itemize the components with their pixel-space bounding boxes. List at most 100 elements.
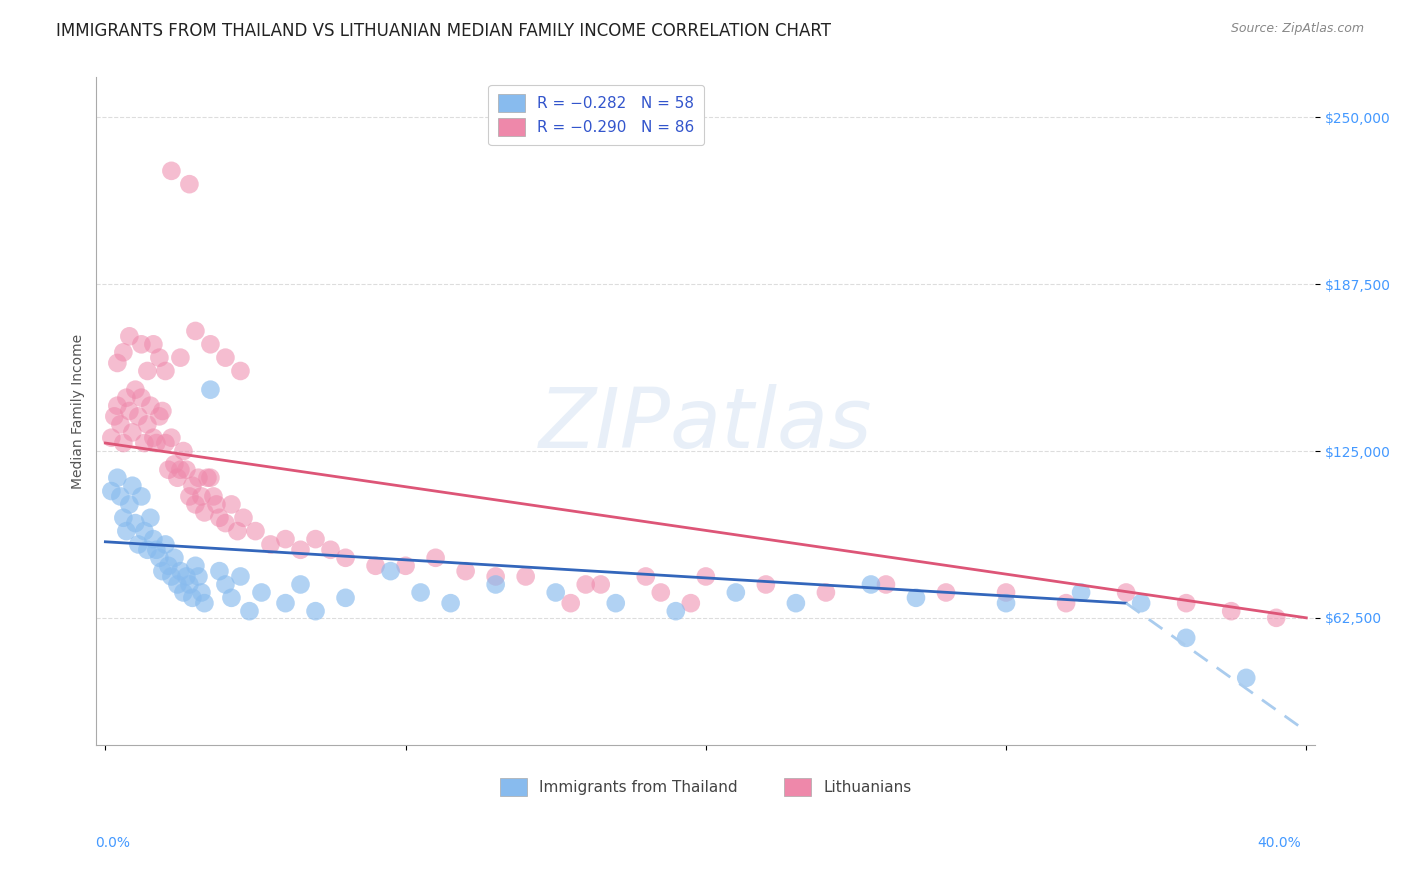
Point [181,591,204,605]
Point [259,537,281,551]
Point [148,409,170,424]
Point [650,585,672,599]
Point [136,417,159,432]
Point [193,505,215,519]
Point [166,471,188,485]
Point [139,399,162,413]
Legend: Immigrants from Thailand, Lithuanians: Immigrants from Thailand, Lithuanians [492,771,920,804]
Point [142,431,165,445]
Point [859,577,882,591]
Point [904,591,927,605]
Point [245,524,267,538]
Point [105,399,128,413]
Point [134,524,156,538]
Point [1115,585,1137,599]
Point [145,542,167,557]
Point [724,585,747,599]
Point [152,404,174,418]
Point [121,425,143,440]
Point [112,510,135,524]
Point [229,569,252,583]
Point [214,351,236,365]
Point [142,532,165,546]
Point [274,532,297,546]
Point [304,604,326,618]
Point [221,497,243,511]
Point [100,484,122,499]
Point [155,364,177,378]
Point [814,585,837,599]
Point [155,436,177,450]
Point [485,577,508,591]
Point [134,436,156,450]
Point [695,569,717,583]
Point [190,490,212,504]
Point [124,516,146,530]
Point [115,391,138,405]
Point [157,463,180,477]
Point [193,596,215,610]
Point [176,569,198,583]
Point [1234,671,1257,685]
Point [139,510,162,524]
Point [250,585,273,599]
Text: 0.0%: 0.0% [96,836,129,850]
Point [208,564,231,578]
Point [605,596,627,610]
Point [1220,604,1243,618]
Point [409,585,432,599]
Point [425,550,447,565]
Point [124,383,146,397]
Point [875,577,897,591]
Point [232,510,254,524]
Point [131,391,153,405]
Point [127,409,149,424]
Point [181,479,204,493]
Point [136,364,159,378]
Point [136,542,159,557]
Text: Source: ZipAtlas.com: Source: ZipAtlas.com [1230,22,1364,36]
Point [121,479,143,493]
Point [105,471,128,485]
Point [142,337,165,351]
Point [157,558,180,573]
Point [679,596,702,610]
Point [110,490,132,504]
Y-axis label: Median Family Income: Median Family Income [72,334,86,489]
Point [544,585,567,599]
Point [935,585,957,599]
Point [184,324,207,338]
Point [163,458,186,472]
Point [995,596,1018,610]
Point [148,550,170,565]
Point [208,510,231,524]
Point [190,585,212,599]
Text: IMMIGRANTS FROM THAILAND VS LITHUANIAN MEDIAN FAMILY INCOME CORRELATION CHART: IMMIGRANTS FROM THAILAND VS LITHUANIAN M… [56,22,831,40]
Point [335,550,357,565]
Point [290,542,312,557]
Point [179,490,201,504]
Point [155,537,177,551]
Point [1130,596,1153,610]
Point [575,577,598,591]
Point [1265,611,1288,625]
Point [1070,585,1092,599]
Point [169,564,191,578]
Point [169,463,191,477]
Point [560,596,582,610]
Point [394,558,416,573]
Point [665,604,688,618]
Point [160,431,183,445]
Point [589,577,612,591]
Point [152,564,174,578]
Text: ZIPatlas: ZIPatlas [538,384,873,465]
Point [145,436,167,450]
Point [1175,631,1198,645]
Point [214,516,236,530]
Point [100,431,122,445]
Point [118,404,141,418]
Point [380,564,402,578]
Point [118,329,141,343]
Point [1175,596,1198,610]
Point [515,569,537,583]
